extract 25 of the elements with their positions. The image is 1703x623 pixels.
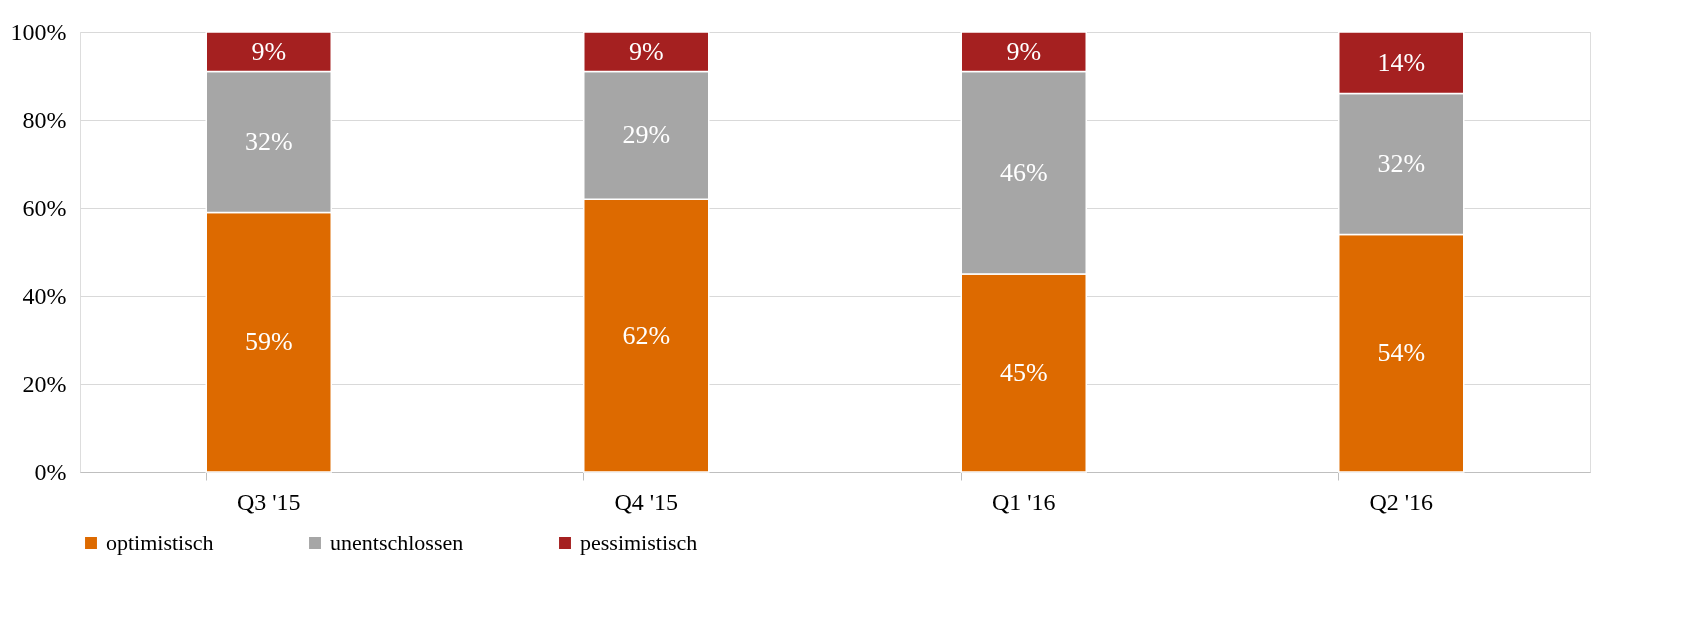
x-tick-label: Q2 '16	[1369, 488, 1434, 515]
x-tick-label: Q1 '16	[991, 488, 1056, 515]
legend-label: optimistisch	[106, 530, 214, 555]
data-label: 45%	[999, 358, 1048, 387]
data-label: 9%	[251, 36, 287, 66]
x-tick-label: Q4 '15	[614, 488, 679, 515]
y-tick-label: 100%	[10, 18, 67, 45]
x-tick-label: Q3 '15	[236, 488, 301, 515]
y-tick-label: 0%	[34, 458, 67, 485]
data-label: 32%	[1377, 149, 1426, 178]
data-label: 14%	[1377, 47, 1426, 77]
y-tick-label: 20%	[22, 370, 67, 397]
y-tick-label: 40%	[22, 282, 67, 309]
data-label: 46%	[999, 157, 1048, 187]
data-label: 54%	[1377, 338, 1426, 368]
legend-label: unentschlossen	[330, 530, 464, 555]
data-label: 9%	[1006, 36, 1042, 66]
data-label: 59%	[244, 327, 293, 357]
legend-label: pessimistisch	[580, 530, 698, 555]
data-label: 62%	[622, 320, 671, 350]
y-tick-label: 80%	[22, 106, 67, 133]
data-label: 29%	[622, 120, 671, 150]
y-tick-label: 60%	[22, 194, 67, 221]
data-label: 32%	[244, 127, 293, 156]
data-label: 9%	[628, 36, 664, 66]
